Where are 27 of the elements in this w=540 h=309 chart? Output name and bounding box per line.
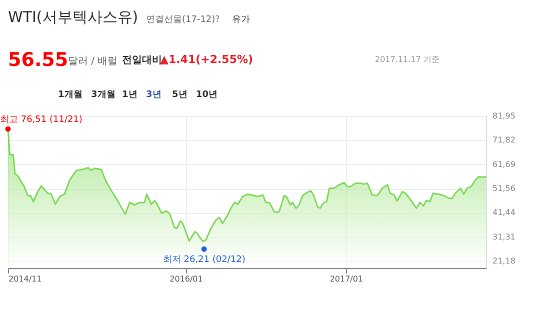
text: 전일대비 bbox=[122, 55, 162, 66]
text: 달러 / 배럴 bbox=[68, 56, 118, 67]
text: ▲1.41(+2.55%) bbox=[160, 53, 254, 66]
annotation: 최저 26,21 (02/12) bbox=[162, 255, 246, 266]
y-tick-label: 21,18 bbox=[492, 256, 516, 266]
y-tick-label: 31,31 bbox=[492, 232, 516, 242]
text: 10년 bbox=[196, 90, 218, 100]
text: 2017.11.17 기준 bbox=[375, 55, 440, 64]
y-tick-label: 61,69 bbox=[492, 160, 516, 169]
y-tick-label: 81,95 bbox=[492, 112, 516, 120]
text: 유가 bbox=[232, 15, 250, 25]
text: 5년 bbox=[172, 90, 188, 100]
text: 1년 bbox=[122, 90, 138, 100]
text: ? bbox=[215, 15, 220, 25]
x-tick-label: 2017/01 bbox=[330, 274, 364, 284]
y-tick-label: 41,44 bbox=[492, 208, 516, 218]
x-tick-label: 2014/11 bbox=[8, 274, 42, 284]
y-tick-label: 51,56 bbox=[492, 184, 516, 194]
chart-subtitle: 연결선물(17-12) bbox=[146, 15, 216, 25]
annotation: 최고 76,51 (11/21) bbox=[0, 114, 82, 125]
text: 1개월 bbox=[58, 90, 82, 100]
y-tick-label: 71,82 bbox=[492, 136, 516, 145]
chart-title: WTI(서부텍사스유) bbox=[8, 8, 138, 26]
text: 56.55 bbox=[8, 49, 68, 71]
x-tick-label: 2016/01 bbox=[170, 274, 203, 284]
text: 3년 bbox=[146, 90, 162, 100]
text: 3개월 bbox=[91, 90, 116, 100]
